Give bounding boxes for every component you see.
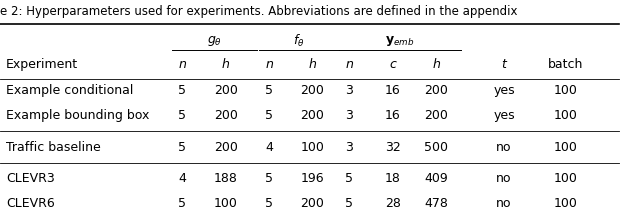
Text: 18: 18 — [385, 172, 401, 186]
Text: 200: 200 — [300, 197, 324, 208]
Text: batch: batch — [548, 58, 584, 71]
Text: 5: 5 — [346, 172, 353, 186]
Text: Traffic baseline: Traffic baseline — [6, 141, 101, 154]
Text: 100: 100 — [300, 141, 324, 154]
Text: 478: 478 — [424, 197, 448, 208]
Text: n: n — [179, 58, 186, 71]
Text: 5: 5 — [179, 141, 186, 154]
Text: 5: 5 — [265, 197, 273, 208]
Text: 100: 100 — [554, 197, 578, 208]
Text: e 2: Hyperparameters used for experiments. Abbreviations are defined in the appe: e 2: Hyperparameters used for experiment… — [0, 5, 518, 18]
Text: 200: 200 — [300, 109, 324, 122]
Text: yes: yes — [493, 84, 515, 97]
Text: 196: 196 — [301, 172, 324, 186]
Text: n: n — [265, 58, 273, 71]
Text: 4: 4 — [265, 141, 273, 154]
Text: 16: 16 — [385, 84, 401, 97]
Text: 5: 5 — [179, 84, 186, 97]
Text: 188: 188 — [214, 172, 237, 186]
Text: 200: 200 — [214, 109, 237, 122]
Text: yes: yes — [493, 109, 515, 122]
Text: h: h — [308, 58, 316, 71]
Text: c: c — [389, 58, 396, 71]
Text: 100: 100 — [554, 84, 578, 97]
Text: $\mathbf{y}_{emb}$: $\mathbf{y}_{emb}$ — [385, 34, 415, 48]
Text: 200: 200 — [214, 84, 237, 97]
Text: 500: 500 — [424, 141, 448, 154]
Text: 100: 100 — [554, 172, 578, 186]
Text: 3: 3 — [346, 109, 353, 122]
Text: Example conditional: Example conditional — [6, 84, 134, 97]
Text: n: n — [346, 58, 353, 71]
Text: 5: 5 — [265, 109, 273, 122]
Text: no: no — [497, 172, 512, 186]
Text: 200: 200 — [214, 141, 237, 154]
Text: 32: 32 — [385, 141, 401, 154]
Text: 100: 100 — [554, 109, 578, 122]
Text: 200: 200 — [424, 84, 448, 97]
Text: no: no — [497, 197, 512, 208]
Text: 3: 3 — [346, 84, 353, 97]
Text: 28: 28 — [385, 197, 401, 208]
Text: CLEVR6: CLEVR6 — [6, 197, 55, 208]
Text: 100: 100 — [214, 197, 237, 208]
Text: h: h — [222, 58, 230, 71]
Text: $g_\theta$: $g_\theta$ — [207, 34, 222, 48]
Text: CLEVR3: CLEVR3 — [6, 172, 55, 186]
Text: 5: 5 — [265, 84, 273, 97]
Text: 5: 5 — [346, 197, 353, 208]
Text: no: no — [497, 141, 512, 154]
Text: 16: 16 — [385, 109, 401, 122]
Text: Example bounding box: Example bounding box — [6, 109, 150, 122]
Text: 5: 5 — [265, 172, 273, 186]
Text: t: t — [502, 58, 506, 71]
Text: 5: 5 — [179, 109, 186, 122]
Text: 200: 200 — [424, 109, 448, 122]
Text: 3: 3 — [346, 141, 353, 154]
Text: 4: 4 — [179, 172, 186, 186]
Text: Experiment: Experiment — [6, 58, 78, 71]
Text: 5: 5 — [179, 197, 186, 208]
Text: h: h — [432, 58, 440, 71]
Text: 409: 409 — [424, 172, 448, 186]
Text: 200: 200 — [300, 84, 324, 97]
Text: 100: 100 — [554, 141, 578, 154]
Text: $f_\theta$: $f_\theta$ — [293, 33, 305, 49]
